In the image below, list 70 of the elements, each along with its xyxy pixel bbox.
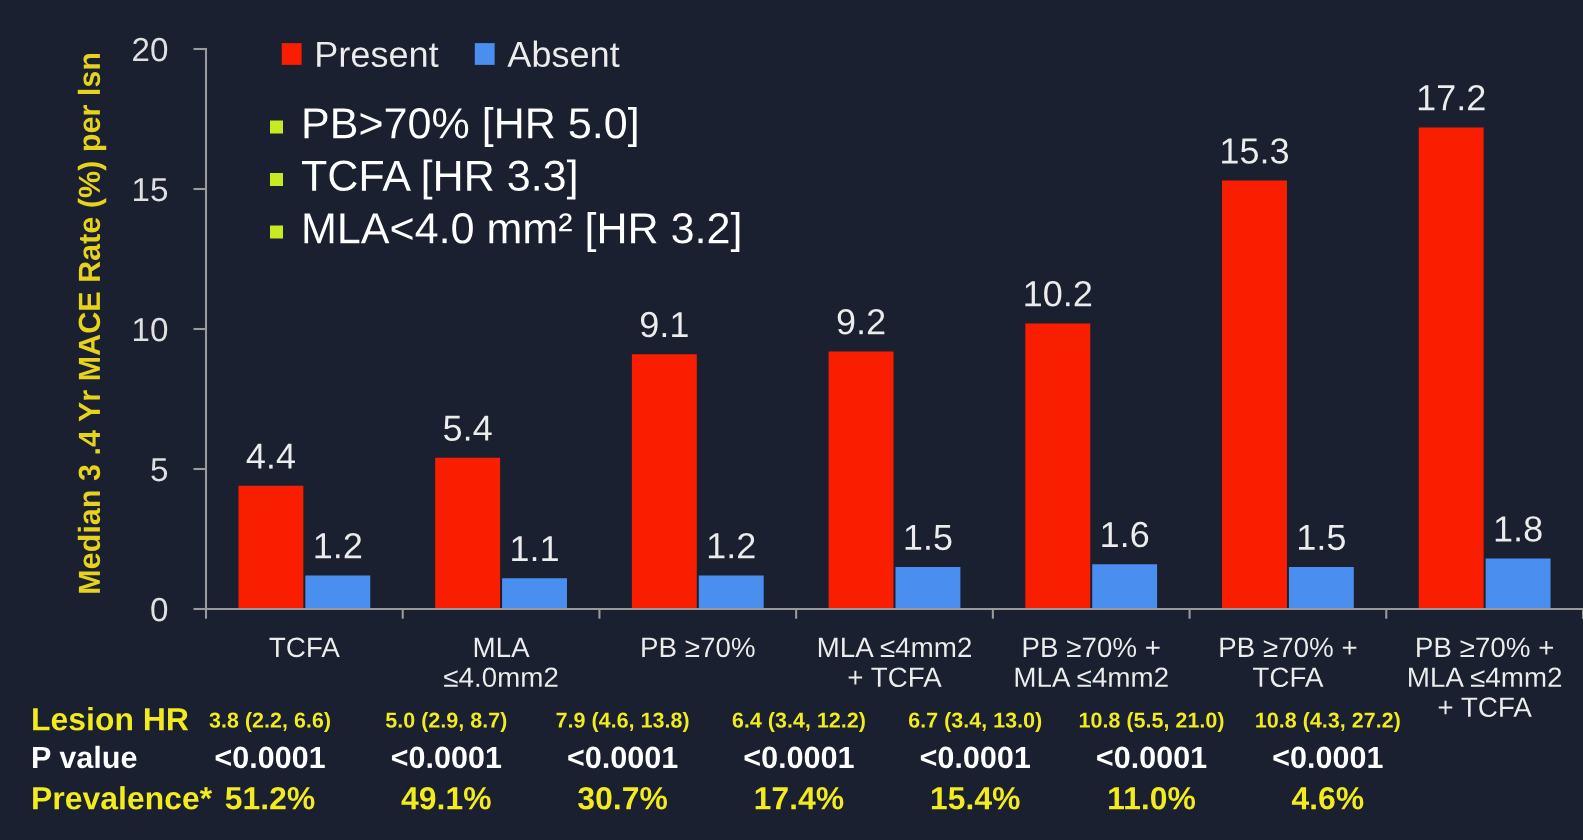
text: 30.7% (578, 786, 668, 810)
bar (502, 578, 567, 609)
text: 11.0% (1109, 786, 1196, 810)
data-label: 1.5 (905, 524, 952, 551)
data-label: 1.1 (512, 536, 558, 561)
x-tick-label: PB ≥70% + MLA ≤4mm2 (1015, 637, 1168, 687)
bar (631, 354, 697, 609)
text: 10.8 (5.5, 21.0) (1079, 711, 1224, 733)
text: <0.0001 (744, 746, 854, 769)
x-tick-label: MLA ≤4.0mm2 (444, 637, 558, 688)
text: 17.4% (755, 787, 844, 810)
text: <0.0001 (568, 746, 678, 769)
x-tick-label: TCFA (269, 637, 340, 658)
text: 6.7 (3.4, 13.0) (908, 711, 1042, 733)
data-label: 4.4 (246, 443, 295, 469)
data-label: 1.2 (315, 532, 362, 559)
bar (1288, 567, 1354, 609)
data-label: 1.5 (1299, 524, 1345, 551)
x-tick-label: MLA ≤4mm2 + TCFA (818, 637, 971, 688)
bar (698, 575, 764, 609)
text: 49.1% (401, 786, 491, 810)
text: 15.4% (931, 787, 1020, 810)
text: <0.0001 (215, 746, 325, 769)
text: <0.0001 (1273, 746, 1383, 769)
text: <0.0001 (1097, 746, 1207, 769)
text: <0.0001 (920, 746, 1030, 769)
bar (828, 351, 894, 609)
bar (1025, 323, 1091, 609)
text: Prevalence* (33, 786, 213, 810)
text: 4.6% (1291, 786, 1364, 810)
data-label: 5.4 (443, 415, 492, 441)
y-tick-label: 5 (151, 458, 168, 482)
bar (1222, 180, 1287, 609)
annotation: PB>70% [HR 5.0] (304, 106, 637, 148)
y-tick-label: 20 (133, 37, 168, 62)
bar (238, 485, 304, 609)
text: 6.4 (3.4, 12.2) (732, 711, 865, 733)
text: 7.9 (4.6, 13.8) (556, 711, 689, 733)
x-tick-label: PB ≥70% + MLA ≤4mm2 + TCFA (1409, 637, 1562, 718)
bar (895, 567, 961, 609)
bar (435, 457, 501, 609)
bar (305, 575, 371, 609)
y-axis-title: Median 3 .4 Yr MACE Rate (%) per lsn (77, 53, 107, 593)
text: P value (33, 745, 137, 769)
data-label: 1.8 (1495, 516, 1542, 542)
text: 3.8 (2.2, 6.6) (209, 711, 330, 733)
data-label: 9.2 (837, 308, 885, 335)
text: 10.8 (4.3, 27.2) (1256, 711, 1400, 733)
text: <0.0001 (391, 746, 502, 769)
data-label: 10.2 (1025, 280, 1092, 307)
bar (1418, 127, 1484, 609)
x-tick-label: PB ≥70% (642, 637, 755, 658)
text: 5.0 (2.9, 8.7) (385, 711, 507, 733)
data-label: 9.1 (640, 311, 688, 338)
x-tick-label: PB ≥70% + TCFA (1220, 637, 1357, 688)
y-tick-label: 15 (133, 178, 168, 202)
text: Lesion HR (33, 707, 189, 731)
legend-label: Present (317, 41, 439, 68)
bar (1092, 564, 1158, 609)
text: 51.2% (225, 786, 315, 810)
data-label: 1.2 (708, 532, 755, 559)
bar (1485, 558, 1551, 609)
data-label: 1.6 (1102, 521, 1149, 548)
legend-label: Absent (507, 40, 620, 68)
data-label: 15.3 (1222, 138, 1289, 164)
annotation: TCFA [HR 3.3] (301, 159, 576, 200)
y-tick-label: 10 (133, 317, 168, 342)
annotation: MLA<4.0 mm² [HR 3.2] (304, 211, 740, 253)
y-tick-label: 0 (151, 597, 168, 622)
data-label: 17.2 (1418, 84, 1485, 111)
